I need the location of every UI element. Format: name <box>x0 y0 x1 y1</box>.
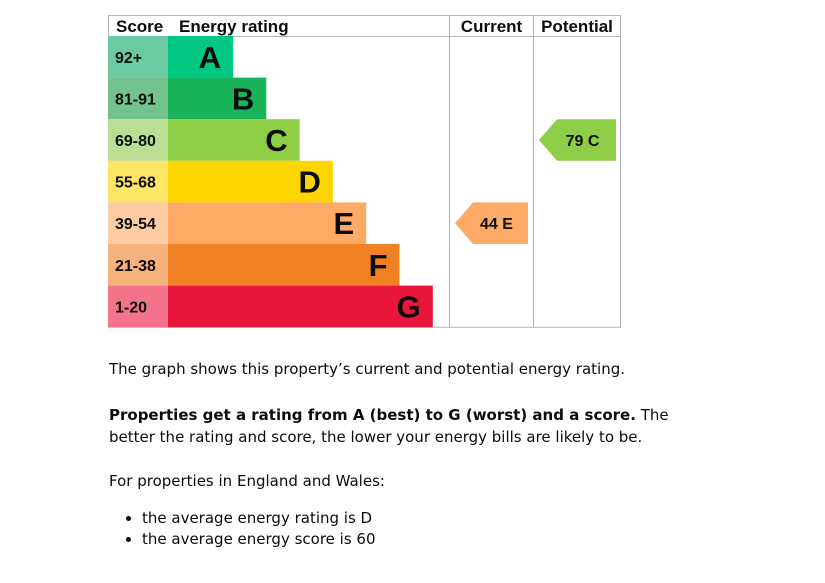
band-score-cell-d <box>108 160 168 203</box>
band-bar-c <box>168 119 300 161</box>
band-letter-e: E <box>334 206 355 241</box>
band-letter-d: D <box>299 165 321 200</box>
header-energy-rating: Energy rating <box>179 17 289 36</box>
band-c: 69-80 C <box>108 119 300 161</box>
band-score-cell-f <box>108 244 168 286</box>
band-letter-b: B <box>232 81 254 116</box>
band-score-label-c: 69-80 <box>115 133 156 150</box>
band-bar-a <box>168 36 233 78</box>
band-letter-c: C <box>265 123 287 158</box>
band-score-label-g: 1-20 <box>115 299 147 316</box>
header-score: Score <box>116 17 163 36</box>
band-score-label-f: 21-38 <box>115 258 156 275</box>
band-e: 39-54 E <box>108 202 367 244</box>
region-note: For properties in England and Wales: <box>109 472 385 490</box>
band-score-label-a: 92+ <box>115 50 142 67</box>
potential-rating-marker-label: 79 C <box>566 133 600 150</box>
rating-explanation: Properties get a rating from A (best) to… <box>109 404 669 448</box>
band-letter-f: F <box>369 248 388 283</box>
rating-explanation-bold: Properties get a rating from A (best) to… <box>109 406 636 424</box>
current-rating-marker-label: 44 E <box>480 216 513 233</box>
band-f: 21-38 F <box>108 244 400 286</box>
band-bar-g <box>168 285 433 328</box>
chart-description: The graph shows this property’s current … <box>109 360 625 378</box>
potential-rating-marker: 79 C <box>539 119 616 161</box>
current-rating-marker: 44 E <box>455 202 528 244</box>
band-bar-f <box>168 244 400 286</box>
average-score-item: the average energy score is 60 <box>142 529 376 550</box>
header-potential: Potential <box>541 17 613 36</box>
band-score-cell-a <box>108 36 168 78</box>
band-score-label-e: 39-54 <box>115 216 156 233</box>
band-score-cell-b <box>108 77 168 120</box>
current-rating-marker-arrow <box>455 202 528 244</box>
band-g: 1-20 G <box>108 285 433 328</box>
rating-markers: 44 E 79 C <box>455 119 616 244</box>
band-letter-a: A <box>199 40 221 75</box>
band-a: 92+ A <box>108 36 233 78</box>
rating-bands: 92+ A 81-91 B 69-80 C 55-68 D 39-54 E 21-38 F 1-20 G <box>108 36 433 328</box>
averages-list: the average energy rating is D the avera… <box>124 508 376 550</box>
rating-explanation-rest: The better the rating and score, the low… <box>109 406 669 446</box>
band-bar-d <box>168 160 333 203</box>
band-letter-g: G <box>397 289 421 324</box>
potential-rating-marker-arrow <box>539 119 616 161</box>
band-d: 55-68 D <box>108 160 333 203</box>
band-bar-b <box>168 77 267 120</box>
energy-rating-chart: Score Energy rating Current Potential 92… <box>108 15 621 328</box>
band-bar-e <box>168 202 367 244</box>
band-score-cell-g <box>108 285 168 328</box>
band-score-cell-e <box>108 202 168 244</box>
band-score-label-b: 81-91 <box>115 91 156 108</box>
chart-header-row: Score Energy rating Current Potential <box>116 17 613 36</box>
average-rating-item: the average energy rating is D <box>142 508 376 529</box>
band-score-cell-c <box>108 119 168 161</box>
band-score-label-d: 55-68 <box>115 175 156 192</box>
band-b: 81-91 B <box>108 77 267 120</box>
header-current: Current <box>461 17 523 36</box>
